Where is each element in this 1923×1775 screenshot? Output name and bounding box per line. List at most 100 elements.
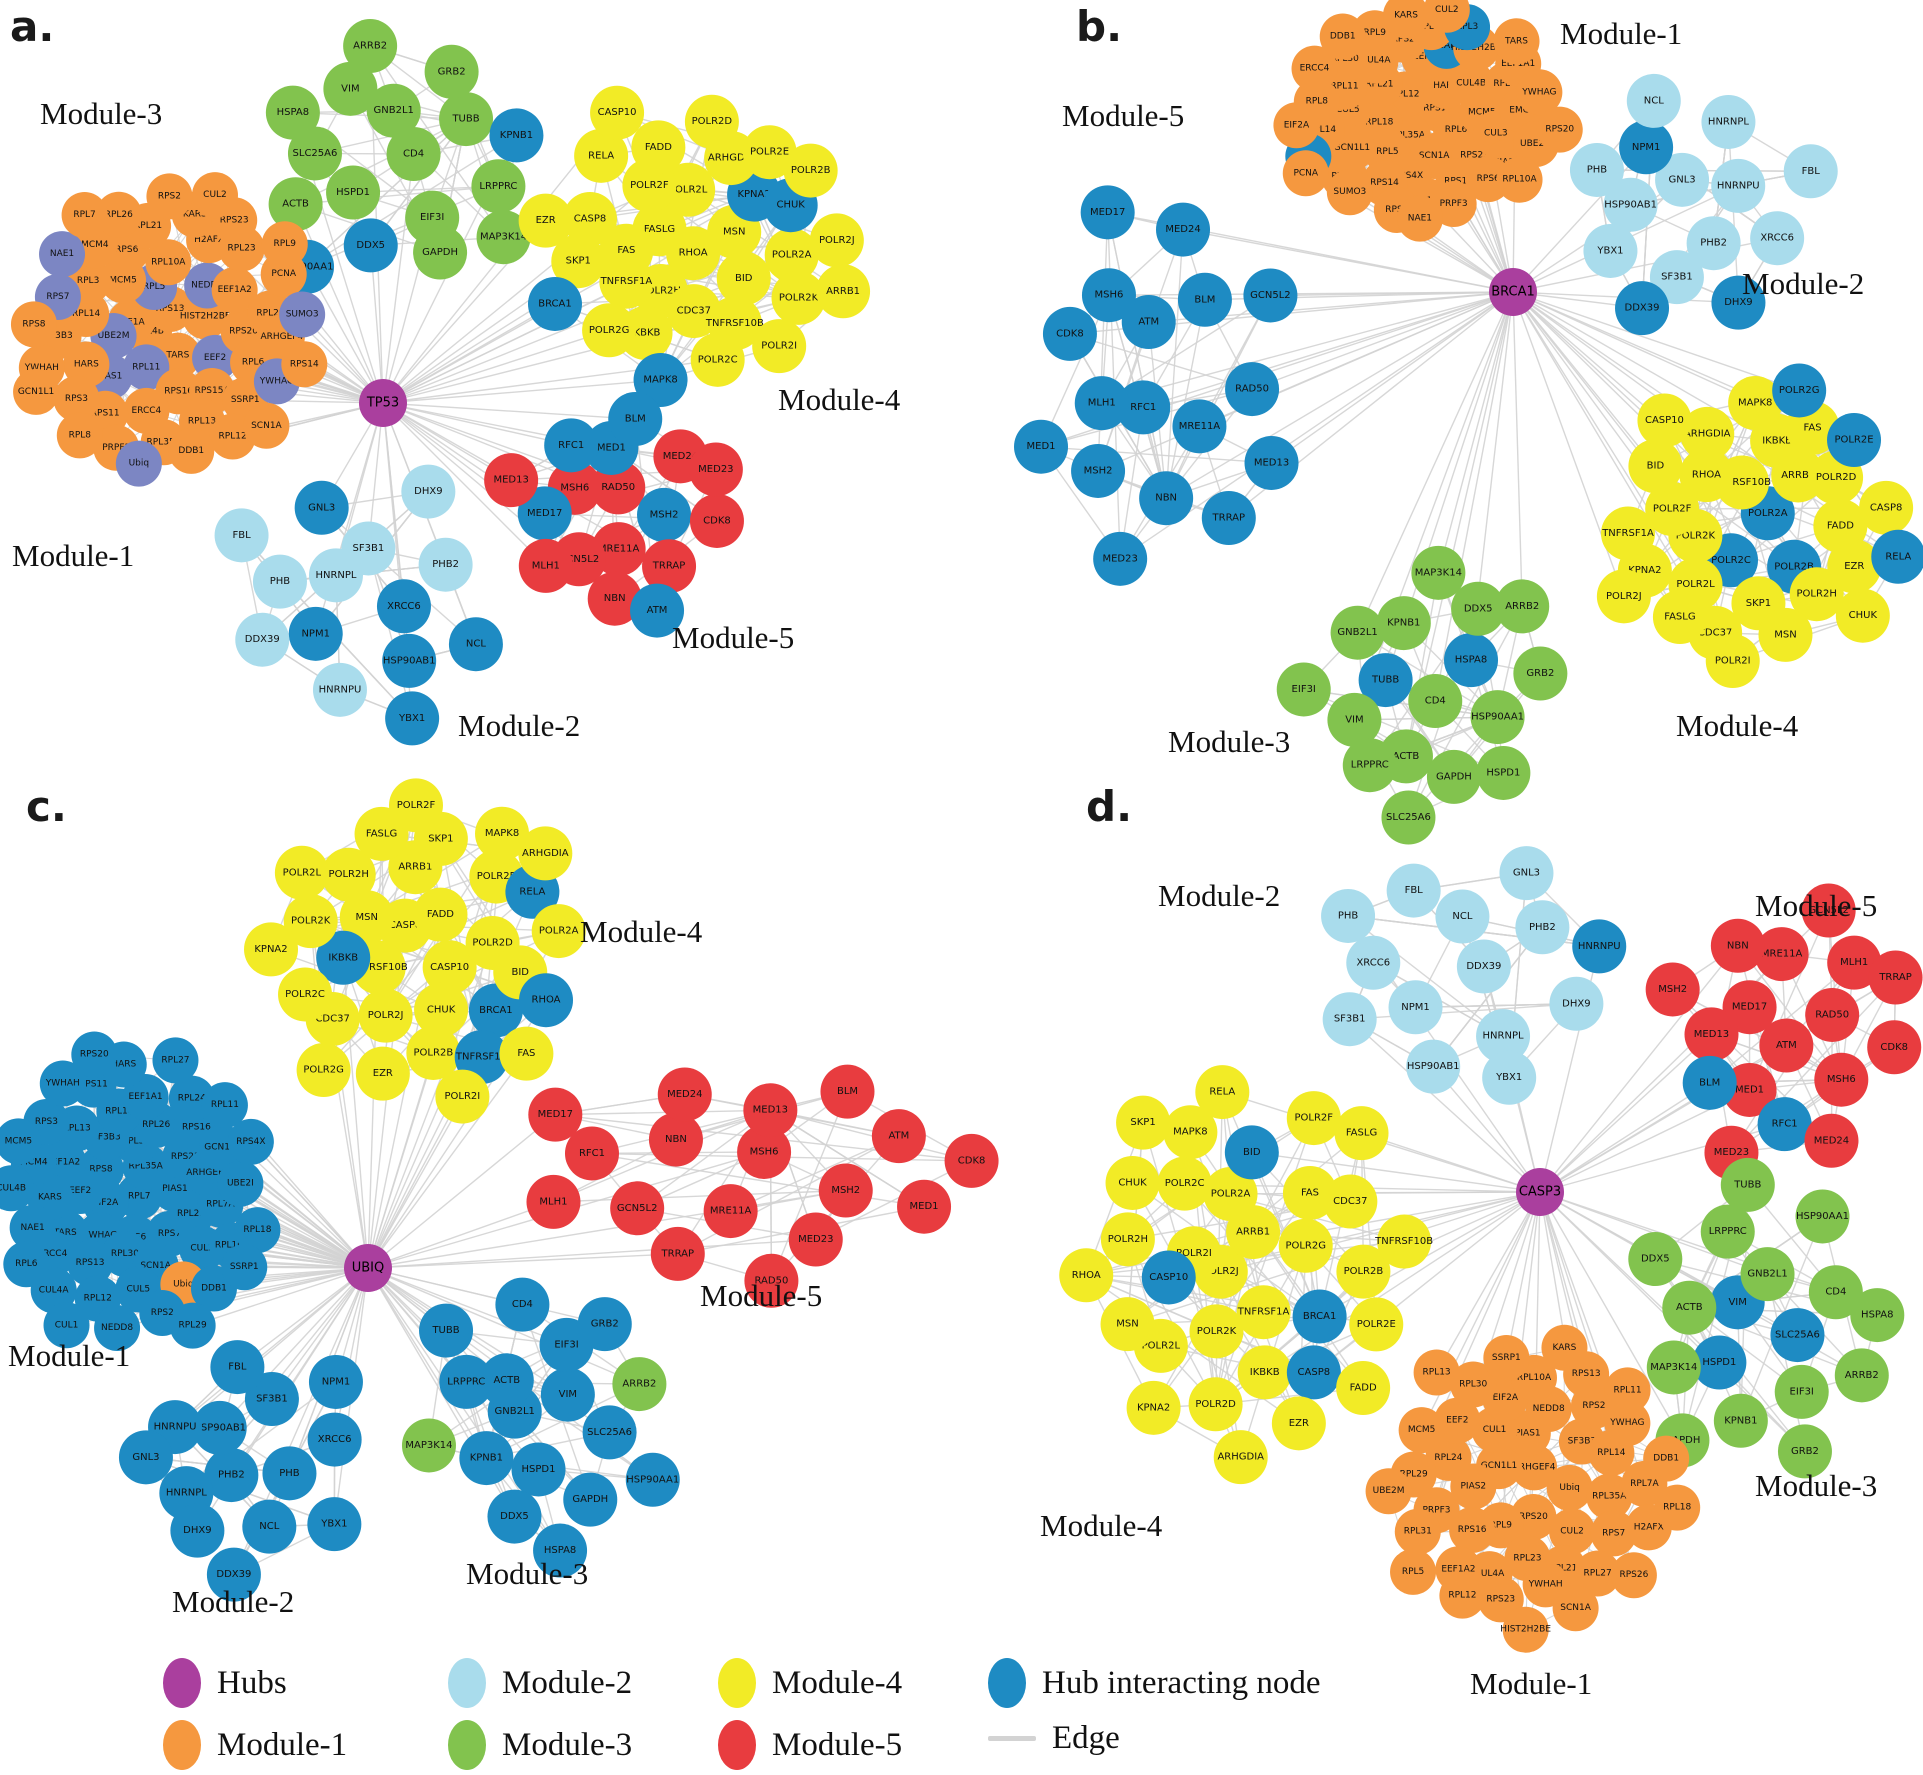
node-CDK8[interactable] xyxy=(689,493,744,548)
node-HNRNPU[interactable] xyxy=(312,662,367,717)
node-EIF3I[interactable] xyxy=(1774,1364,1829,1419)
node-SLC25A6[interactable] xyxy=(287,126,342,181)
node-IKBKB[interactable] xyxy=(316,930,371,985)
node-POLR2C[interactable] xyxy=(690,332,745,387)
node-NCL[interactable] xyxy=(1626,73,1681,128)
node-EZR[interactable] xyxy=(1827,539,1882,594)
hub-BRCA1[interactable] xyxy=(1489,268,1537,316)
node-MED17[interactable] xyxy=(528,1087,583,1142)
node-YBX1[interactable] xyxy=(1482,1050,1537,1105)
node-MED17[interactable] xyxy=(1080,185,1135,240)
node-RPL10A[interactable] xyxy=(1496,156,1543,203)
node-FBL[interactable] xyxy=(210,1340,265,1395)
node-POLR2H[interactable] xyxy=(321,847,376,902)
node-DHX9[interactable] xyxy=(170,1503,225,1558)
node-RHOA[interactable] xyxy=(519,973,574,1028)
node-MED13[interactable] xyxy=(484,453,539,508)
node-MED13[interactable] xyxy=(743,1083,798,1138)
node-HSP90AA1[interactable] xyxy=(625,1452,680,1507)
node-FAS[interactable] xyxy=(499,1026,554,1081)
node-ARRB2[interactable] xyxy=(612,1357,667,1412)
node-NBN[interactable] xyxy=(648,1112,703,1167)
node-RPS13[interactable] xyxy=(67,1240,114,1287)
node-KPNB1[interactable] xyxy=(1376,596,1431,651)
node-VIM[interactable] xyxy=(323,61,378,116)
node-TRRAP[interactable] xyxy=(1868,950,1923,1005)
node-MCM5[interactable] xyxy=(0,1118,42,1165)
node-HNRNPL[interactable] xyxy=(1476,1009,1531,1064)
node-CHUK[interactable] xyxy=(414,982,469,1037)
node-MED13[interactable] xyxy=(1244,435,1299,490)
node-SLC25A6[interactable] xyxy=(1381,790,1436,845)
node-MLH1[interactable] xyxy=(526,1174,581,1229)
node-YWHAH[interactable] xyxy=(39,1060,86,1107)
node-CASP10[interactable] xyxy=(422,940,477,995)
node-POLR2E[interactable] xyxy=(742,125,797,180)
node-POLR2A[interactable] xyxy=(531,904,586,959)
node-FASLG[interactable] xyxy=(1334,1106,1389,1161)
node-TUBB[interactable] xyxy=(439,92,494,147)
node-FADD[interactable] xyxy=(413,887,468,942)
node-POLR2K[interactable] xyxy=(283,894,338,949)
node-GNB2L1[interactable] xyxy=(1740,1247,1795,1302)
node-RPS8[interactable] xyxy=(10,301,57,348)
node-POLR2F[interactable] xyxy=(1286,1091,1341,1146)
node-TRRAP[interactable] xyxy=(1201,490,1256,545)
node-FASLG[interactable] xyxy=(1652,590,1707,645)
node-XRCC6[interactable] xyxy=(1750,211,1805,266)
node-SF3B1[interactable] xyxy=(341,521,396,576)
node-NPM1[interactable] xyxy=(288,606,343,661)
node-MED23[interactable] xyxy=(788,1212,843,1267)
node-MCM5[interactable] xyxy=(1398,1407,1445,1454)
node-DDB1[interactable] xyxy=(1319,13,1366,60)
node-POLR2B[interactable] xyxy=(1336,1244,1391,1299)
node-CUL1[interactable] xyxy=(43,1302,90,1349)
node-RPL12[interactable] xyxy=(1439,1572,1486,1619)
node-GRB2[interactable] xyxy=(1777,1424,1832,1479)
node-RPL18[interactable] xyxy=(234,1207,281,1254)
node-KPNA2[interactable] xyxy=(1126,1380,1181,1435)
node-POLR2D[interactable] xyxy=(684,94,739,149)
node-NCL[interactable] xyxy=(448,617,503,672)
node-SSRP1[interactable] xyxy=(221,1244,268,1291)
node-BRCA1[interactable] xyxy=(1292,1289,1347,1344)
node-GAPDH[interactable] xyxy=(563,1472,618,1527)
node-FADD[interactable] xyxy=(631,120,686,175)
node-RPL27[interactable] xyxy=(152,1037,199,1084)
node-HSP90AB1[interactable] xyxy=(382,633,437,688)
node-BLM[interactable] xyxy=(608,392,663,447)
node-FBL[interactable] xyxy=(1783,144,1838,199)
node-HSPA8[interactable] xyxy=(1444,633,1499,688)
node-ARRB2[interactable] xyxy=(1834,1348,1889,1403)
node-DDX5[interactable] xyxy=(1628,1232,1683,1287)
node-KPNA2[interactable] xyxy=(244,922,299,977)
node-NPM1[interactable] xyxy=(308,1354,363,1409)
node-RHOA[interactable] xyxy=(1059,1248,1114,1303)
node-POLR2K[interactable] xyxy=(771,270,826,325)
node-POLR2I[interactable] xyxy=(435,1069,490,1124)
node-MSN[interactable] xyxy=(1758,607,1813,662)
node-MED23[interactable] xyxy=(1093,531,1148,586)
node-NBN[interactable] xyxy=(1710,918,1765,973)
node-DDX5[interactable] xyxy=(343,218,398,273)
node-TNFRSF1A[interactable] xyxy=(599,254,654,309)
node-UBE2M[interactable] xyxy=(1365,1468,1412,1515)
node-MAPK8[interactable] xyxy=(633,352,688,407)
node-POLR2L[interactable] xyxy=(274,845,329,900)
node-CUL4B[interactable] xyxy=(0,1165,35,1212)
node-CDK8[interactable] xyxy=(1042,306,1097,361)
node-GCN1L1[interactable] xyxy=(13,368,60,415)
node-GAPDH[interactable] xyxy=(413,225,468,280)
node-MLH1[interactable] xyxy=(518,538,573,593)
node-RFC1[interactable] xyxy=(1757,1097,1812,1152)
node-GCN5L2[interactable] xyxy=(1801,883,1856,938)
node-BID[interactable] xyxy=(1628,439,1683,494)
node-DHX9[interactable] xyxy=(1549,976,1604,1031)
node-ARHGDIA[interactable] xyxy=(1680,406,1735,461)
node-PHB2[interactable] xyxy=(1686,216,1741,271)
node-HIST2H2BE[interactable] xyxy=(1502,1606,1549,1653)
node-DHX9[interactable] xyxy=(401,464,456,519)
node-DDX39[interactable] xyxy=(235,612,290,667)
node-CHUK[interactable] xyxy=(1835,588,1890,643)
node-EEF1A1[interactable] xyxy=(122,1073,169,1120)
